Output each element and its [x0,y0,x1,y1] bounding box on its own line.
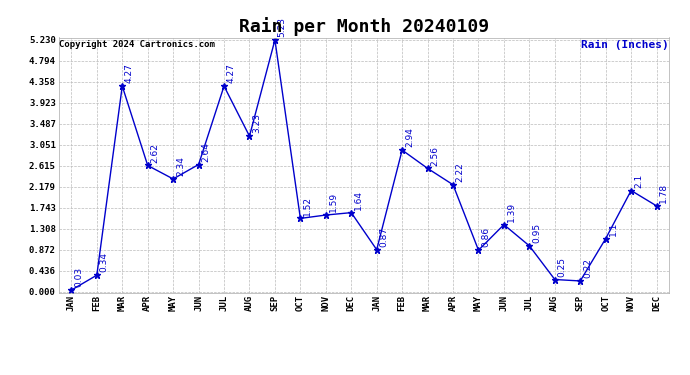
Text: 1.78: 1.78 [660,183,669,203]
Title: Rain per Month 20240109: Rain per Month 20240109 [239,17,489,36]
Text: 4.27: 4.27 [125,63,134,83]
Text: 1.39: 1.39 [506,202,515,222]
Text: 2.34: 2.34 [176,156,185,176]
Text: 1.59: 1.59 [328,192,337,212]
Text: 0.22: 0.22 [583,258,592,278]
Text: 0.86: 0.86 [481,227,491,248]
Text: 0.95: 0.95 [532,223,541,243]
Text: 3.23: 3.23 [253,113,262,134]
Text: 2.1: 2.1 [634,174,643,188]
Text: 2.56: 2.56 [431,146,440,166]
Text: 2.22: 2.22 [456,162,465,182]
Text: Rain (Inches): Rain (Inches) [581,40,669,50]
Text: 0.03: 0.03 [74,267,83,287]
Text: 1.64: 1.64 [354,190,363,210]
Text: 0.87: 0.87 [380,227,388,247]
Text: 2.94: 2.94 [405,128,414,147]
Text: 1.1: 1.1 [609,222,618,236]
Text: 1.52: 1.52 [303,196,312,216]
Text: 0.34: 0.34 [99,252,108,272]
Text: Copyright 2024 Cartronics.com: Copyright 2024 Cartronics.com [59,40,215,49]
Text: 2.64: 2.64 [201,142,210,162]
Text: 5.23: 5.23 [277,17,287,37]
Text: 2.62: 2.62 [150,143,159,163]
Text: 4.27: 4.27 [227,63,236,83]
Text: 0.25: 0.25 [558,257,566,277]
